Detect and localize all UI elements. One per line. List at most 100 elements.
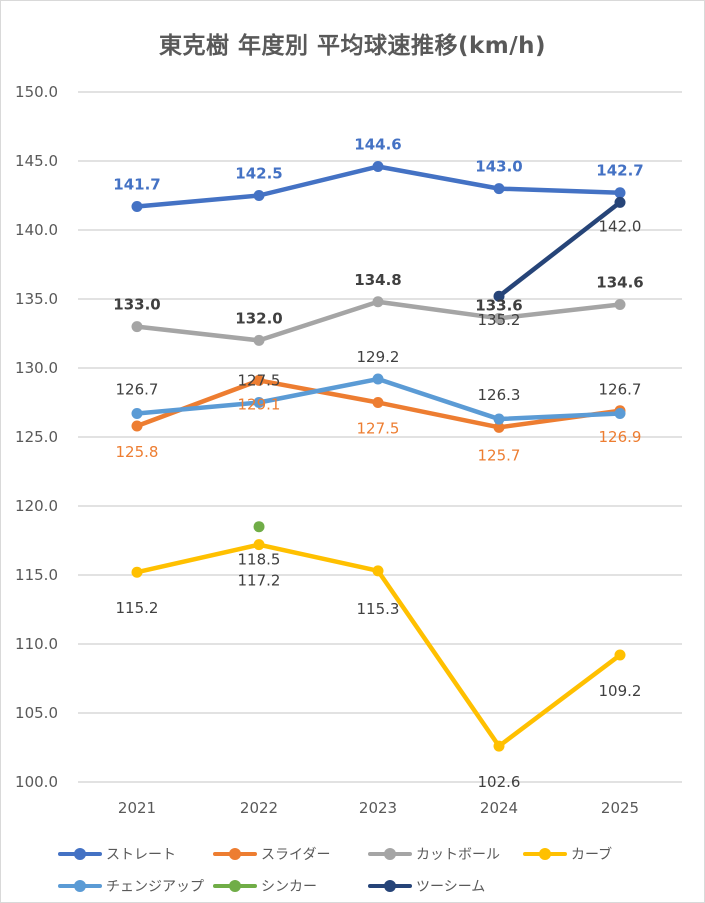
data-label: 133.6 — [475, 296, 522, 314]
legend: ストレート スライダー カットボール カーブ チェンジアップ シンカー ツーシーム — [58, 838, 678, 902]
data-label: 141.7 — [113, 176, 160, 194]
data-label: 126.7 — [116, 381, 159, 399]
data-point — [493, 421, 505, 433]
y-tick-label: 110.0 — [15, 635, 58, 653]
x-tick-label: 2025 — [601, 799, 639, 817]
legend-item: カットボール — [368, 844, 523, 864]
data-point — [253, 521, 265, 533]
data-label: 127.5 — [357, 420, 400, 438]
data-label: 142.5 — [235, 165, 282, 183]
series-ツーシーム — [493, 196, 626, 302]
series-カットボール — [131, 296, 626, 346]
x-tick-label: 2021 — [118, 799, 156, 817]
data-point — [253, 190, 265, 201]
data-point — [131, 321, 143, 333]
data-label: 134.8 — [354, 271, 401, 289]
data-point — [493, 740, 505, 752]
data-label: 127.5 — [238, 372, 281, 390]
data-label: 142.0 — [599, 217, 642, 235]
data-point — [614, 649, 626, 661]
data-label: 135.2 — [478, 311, 521, 329]
legend-label: ツーシーム — [416, 879, 486, 895]
legend-marker-icon — [58, 880, 102, 892]
data-labels: 141.7 142.5 144.6 143.0 142.7 125.8 129.1 127.5… — [113, 136, 643, 792]
data-label: 126.7 — [599, 381, 642, 399]
y-tick-label: 125.0 — [15, 428, 58, 446]
series-ストレート — [131, 161, 626, 213]
y-axis-ticks: 100.0 105.0 110.0 115.0 120.0 125.0 130.0 135.0… — [15, 83, 58, 791]
data-point — [493, 183, 505, 195]
legend-item: ストレート — [58, 844, 213, 864]
data-label: 118.5 — [238, 551, 281, 569]
data-point — [493, 413, 505, 425]
chart-title: 東克樹 年度別 平均球速推移(km/h) — [158, 33, 547, 59]
data-label: 117.2 — [238, 572, 281, 590]
series-line — [136, 164, 621, 209]
data-label: 125.8 — [116, 443, 159, 461]
series-チェンジアップ — [131, 373, 626, 425]
y-tick-label: 105.0 — [15, 704, 58, 722]
y-tick-label: 145.0 — [15, 152, 58, 170]
data-label: 126.3 — [478, 386, 521, 404]
data-point — [131, 408, 143, 420]
data-label: 143.0 — [475, 158, 522, 176]
legend-item: ツーシーム — [368, 876, 523, 896]
data-label: 126.9 — [599, 428, 642, 446]
legend-marker-icon — [368, 848, 412, 860]
x-tick-label: 2024 — [480, 799, 518, 817]
legend-label: ストレート — [106, 847, 176, 863]
data-point — [372, 296, 384, 308]
legend-marker-icon — [213, 880, 257, 892]
legend-label: スライダー — [261, 847, 331, 863]
data-point — [614, 196, 626, 208]
data-point — [614, 187, 626, 199]
data-point — [614, 408, 626, 420]
data-point — [372, 397, 384, 408]
series-シンカー — [253, 521, 265, 533]
data-point — [614, 299, 626, 311]
data-label: 144.6 — [354, 136, 401, 154]
data-label: 133.0 — [113, 296, 160, 314]
data-point — [372, 161, 384, 173]
legend-marker-icon — [523, 848, 567, 860]
series-カーブ — [131, 539, 626, 752]
data-point — [253, 374, 265, 386]
data-label: 115.2 — [116, 599, 159, 617]
data-label: 142.7 — [596, 162, 643, 180]
series-lines — [131, 161, 626, 752]
legend-label: カーブ — [571, 847, 613, 863]
y-tick-label: 100.0 — [15, 773, 58, 791]
data-point — [253, 334, 265, 346]
legend-label: チェンジアップ — [106, 879, 204, 895]
x-tick-label: 2022 — [240, 799, 278, 817]
series-line — [136, 299, 621, 343]
data-point — [253, 397, 265, 408]
data-point — [493, 312, 505, 324]
x-tick-label: 2023 — [359, 799, 397, 817]
data-label: 102.6 — [478, 773, 521, 791]
data-label: 129.1 — [238, 395, 281, 413]
legend-item: スライダー — [213, 844, 368, 864]
x-axis-ticks: 2021 2022 2023 2024 2025 — [118, 799, 639, 817]
data-point — [131, 566, 143, 578]
data-point — [131, 420, 143, 432]
data-label: 134.6 — [596, 274, 643, 292]
data-point — [372, 565, 384, 577]
y-tick-label: 140.0 — [15, 221, 58, 239]
legend-marker-icon — [368, 880, 412, 892]
legend-label: カットボール — [416, 847, 500, 863]
y-tick-label: 115.0 — [15, 566, 58, 584]
gridlines — [78, 91, 682, 783]
series-line — [497, 200, 622, 299]
legend-item: チェンジアップ — [58, 876, 213, 896]
legend-item: カーブ — [523, 844, 663, 864]
data-point — [253, 539, 265, 551]
data-label: 115.3 — [357, 600, 400, 618]
legend-item: シンカー — [213, 876, 368, 896]
data-label: 129.2 — [357, 348, 400, 366]
data-label: 109.2 — [599, 682, 642, 700]
legend-marker-icon — [213, 848, 257, 860]
data-label: 125.7 — [478, 446, 521, 464]
data-point — [131, 201, 143, 213]
